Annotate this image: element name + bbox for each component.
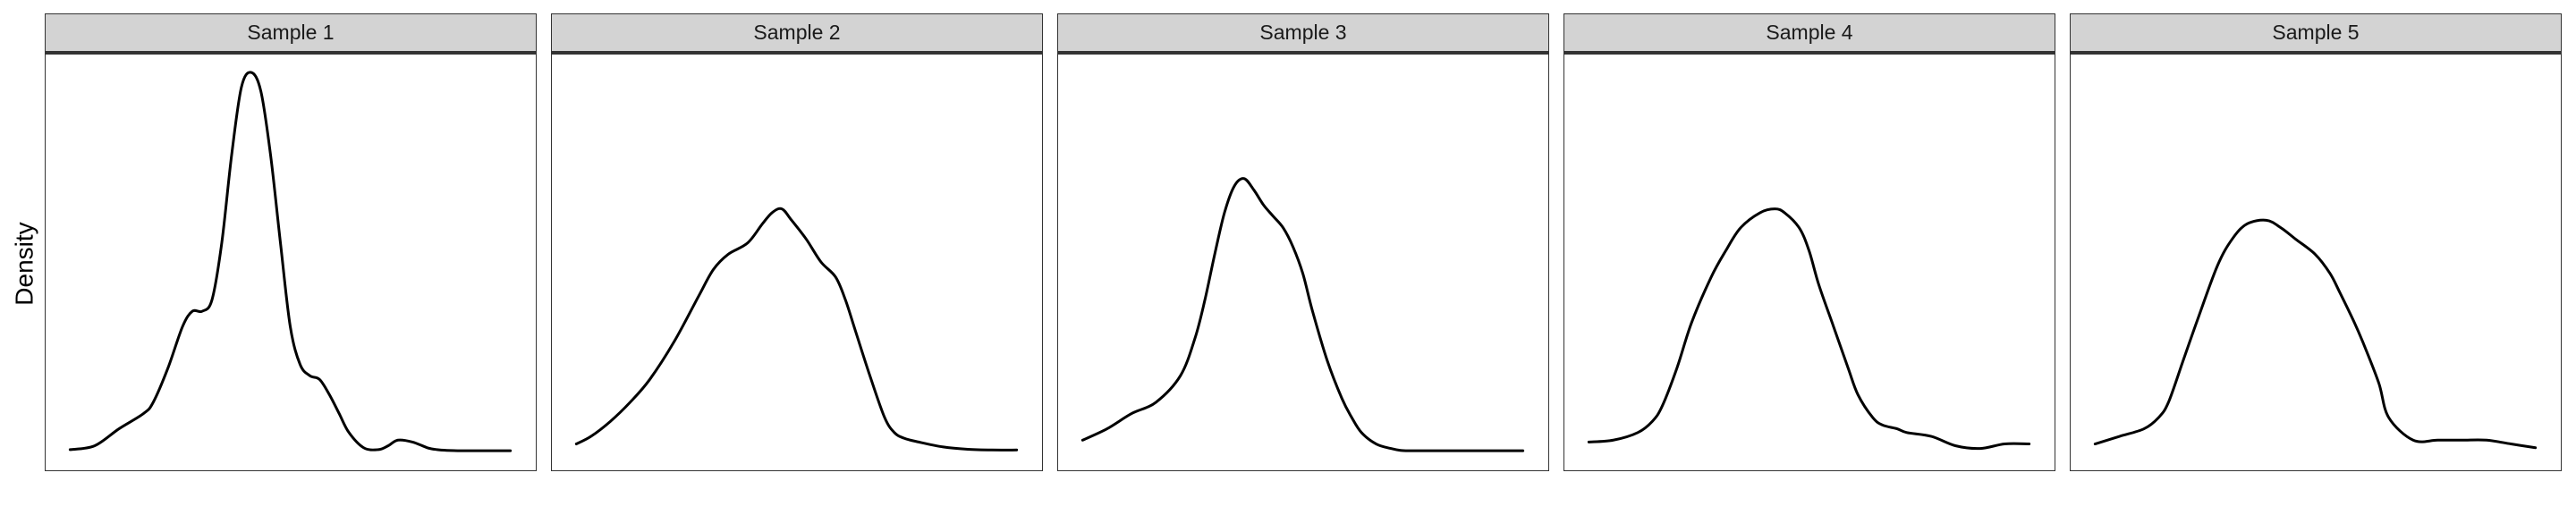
plot-area-1 xyxy=(45,54,537,471)
facet-title-4: Sample 4 xyxy=(1766,21,1853,44)
density-plot-2 xyxy=(574,207,1019,452)
density-plot-3 xyxy=(1080,177,1525,452)
facet-panel-1: Sample 1 xyxy=(45,13,537,471)
facet-title-5: Sample 5 xyxy=(2272,21,2360,44)
plot-area-4 xyxy=(1563,54,2055,471)
density-line-2 xyxy=(574,207,1019,452)
facet-panel-2: Sample 2 xyxy=(551,13,1043,471)
facet-title-1: Sample 1 xyxy=(247,21,335,44)
plot-area-3 xyxy=(1057,54,1549,471)
density-line-1 xyxy=(68,71,513,452)
facet-strip-3: Sample 3 xyxy=(1057,13,1549,54)
facet-title-2: Sample 2 xyxy=(753,21,841,44)
density-line-4 xyxy=(1587,207,2031,451)
plot-area-5 xyxy=(2070,54,2562,471)
y-axis-label-text: Density xyxy=(11,222,38,306)
density-plot-1 xyxy=(68,71,513,452)
y-axis-label: Density xyxy=(5,222,45,305)
facet-panel-5: Sample 5 xyxy=(2070,13,2562,471)
facet-title-3: Sample 3 xyxy=(1259,21,1347,44)
facet-strip-2: Sample 2 xyxy=(551,13,1043,54)
density-line-5 xyxy=(2093,218,2538,450)
facet-strip-4: Sample 4 xyxy=(1563,13,2055,54)
facet-strip-5: Sample 5 xyxy=(2070,13,2562,54)
facet-panel-4: Sample 4 xyxy=(1563,13,2055,471)
density-plot-5 xyxy=(2093,218,2538,450)
facet-strip-1: Sample 1 xyxy=(45,13,537,54)
plot-area-2 xyxy=(551,54,1043,471)
facet-panel-3: Sample 3 xyxy=(1057,13,1549,471)
density-plot-4 xyxy=(1587,207,2031,451)
density-line-3 xyxy=(1080,177,1525,452)
